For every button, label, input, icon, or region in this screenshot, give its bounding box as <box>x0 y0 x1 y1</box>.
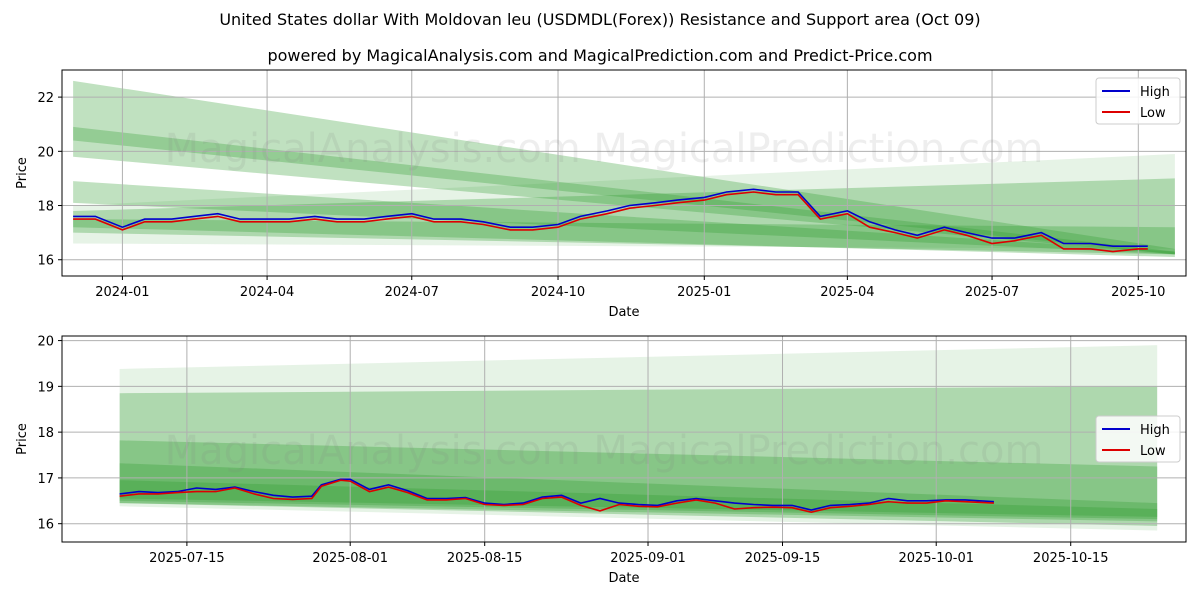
x-tick-label: 2024-04 <box>240 285 294 300</box>
y-axis-label: Price <box>15 423 30 455</box>
y-tick-label: 19 <box>37 380 54 395</box>
support-resistance-band-4 <box>73 178 1175 255</box>
y-tick-label: 22 <box>37 91 54 106</box>
support-resistance-band-5 <box>73 219 1175 258</box>
support-resistance-band-0 <box>119 345 1158 531</box>
x-tick-label: 2025-10-15 <box>1033 551 1109 566</box>
plot-area <box>62 336 1186 542</box>
x-tick-label: 2025-04 <box>820 285 874 300</box>
plot-frame <box>61 335 1187 543</box>
x-tick-label: 2025-10 <box>1111 285 1165 300</box>
series-line-high <box>73 188 1148 247</box>
support-resistance-band-3 <box>73 154 1175 249</box>
top-chart-panel: MagicalAnalysis.com MagicalPrediction.co… <box>15 69 1187 320</box>
x-tick-label: 2025-09-01 <box>610 551 686 566</box>
x-tick-label: 2024-01 <box>95 285 149 300</box>
y-tick-label: 18 <box>37 200 54 215</box>
legend-label-high: High <box>1140 423 1170 438</box>
series-line-low <box>73 191 1148 253</box>
x-tick-label: 2025-07 <box>965 285 1019 300</box>
legend-label-high: High <box>1140 85 1170 100</box>
y-axis-label: Price <box>15 157 30 189</box>
x-tick-label: 2024-07 <box>385 285 439 300</box>
support-resistance-band-1 <box>73 126 1175 255</box>
x-axis-label: Date <box>608 305 639 320</box>
y-tick-label: 20 <box>37 145 54 160</box>
chart-subtitle: powered by MagicalAnalysis.com and Magic… <box>267 46 933 65</box>
chart-title: United States dollar With Moldovan leu (… <box>219 10 981 29</box>
series-line-low <box>119 479 994 514</box>
bottom-chart-panel: MagicalAnalysis.com MagicalPrediction.co… <box>15 335 1187 586</box>
series-line-high <box>119 478 994 511</box>
x-tick-label: 2025-08-15 <box>447 551 523 566</box>
support-resistance-band-2 <box>73 181 1175 255</box>
x-tick-label: 2024-10 <box>531 285 585 300</box>
x-tick-label: 2025-10-01 <box>898 551 974 566</box>
plot-area <box>62 70 1186 276</box>
plot-frame <box>61 69 1187 277</box>
support-resistance-band-1 <box>119 386 1158 526</box>
x-tick-label: 2025-01 <box>677 285 731 300</box>
legend-label-low: Low <box>1140 444 1166 459</box>
support-resistance-band-2 <box>119 440 1158 522</box>
y-tick-label: 16 <box>37 254 54 269</box>
x-tick-label: 2025-07-15 <box>149 551 225 566</box>
support-resistance-band-3 <box>119 463 1158 520</box>
y-tick-label: 17 <box>37 472 54 487</box>
support-resistance-band-0 <box>73 80 1175 255</box>
y-tick-label: 18 <box>37 426 54 441</box>
y-tick-label: 20 <box>37 335 54 350</box>
watermark-text: MagicalAnalysis.com MagicalPrediction.co… <box>165 428 1044 474</box>
y-tick-label: 16 <box>37 518 54 533</box>
x-axis-label: Date <box>608 571 639 586</box>
legend-label-low: Low <box>1140 106 1166 121</box>
watermark-text: MagicalAnalysis.com MagicalPrediction.co… <box>165 126 1044 172</box>
x-tick-label: 2025-08-01 <box>312 551 388 566</box>
x-tick-label: 2025-09-15 <box>745 551 821 566</box>
